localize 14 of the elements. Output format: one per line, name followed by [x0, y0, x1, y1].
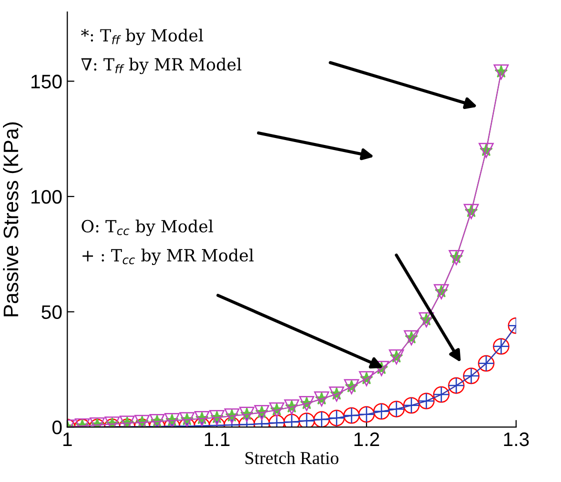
x-tick-label: 1 — [63, 432, 72, 446]
annotation: O: T$_{cc}$ by Model — [82, 220, 214, 236]
x-axis-title: Stretch Ratio — [246, 451, 338, 464]
annotation: ∇: T$_{ff}$ by MR Model — [81, 58, 242, 74]
x-tick-label: 1.2 — [354, 432, 380, 446]
y-axis-title: Passive Stress (KPa) — [3, 122, 22, 316]
annotation: *: T$_{ff}$ by Model — [81, 28, 204, 46]
x-tick-label: 1.1 — [204, 432, 230, 446]
annotation: + : T$_{cc}$ by MR Model — [82, 248, 254, 266]
y-tick-label: 100 — [32, 190, 62, 204]
y-tick-label: 0 — [52, 420, 62, 434]
x-tick-label: 1.3 — [504, 432, 529, 446]
y-tick-label: 150 — [32, 74, 62, 88]
y-tick-label: 50 — [42, 305, 62, 320]
